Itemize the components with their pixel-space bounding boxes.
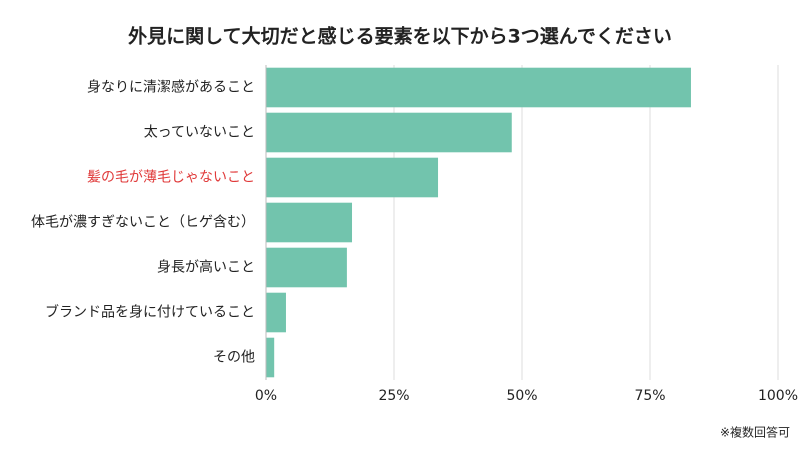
- bar: [266, 337, 275, 378]
- bar: [266, 112, 512, 153]
- x-tick-label: 25%: [378, 388, 409, 404]
- x-tick-label: 50%: [506, 388, 537, 404]
- x-tick-label: 0%: [255, 388, 277, 404]
- bar: [266, 292, 286, 333]
- y-tick-label: 身長が高いこと: [157, 259, 255, 276]
- note: ※複数回答可: [720, 425, 790, 440]
- bar: [266, 157, 439, 198]
- bar: [266, 67, 691, 108]
- bar: [266, 247, 347, 288]
- y-tick-label: 髪の毛が薄毛じゃないこと: [87, 170, 255, 186]
- chart-title: 外見に関して大切だと感じる要素を以下から3つ選んでください: [128, 25, 672, 48]
- x-tick-label: 100%: [758, 388, 798, 404]
- x-tick-label: 75%: [634, 388, 665, 404]
- y-tick-label: 体毛が濃すぎないこと（ヒゲ含む）: [31, 215, 255, 231]
- bar: [266, 202, 353, 243]
- y-tick-label: 太っていないこと: [144, 125, 255, 141]
- y-tick-label: ブランド品を身に付けていること: [45, 304, 255, 321]
- y-tick-label: 身なりに清潔感があること: [87, 79, 255, 96]
- y-tick-label: その他: [213, 350, 255, 366]
